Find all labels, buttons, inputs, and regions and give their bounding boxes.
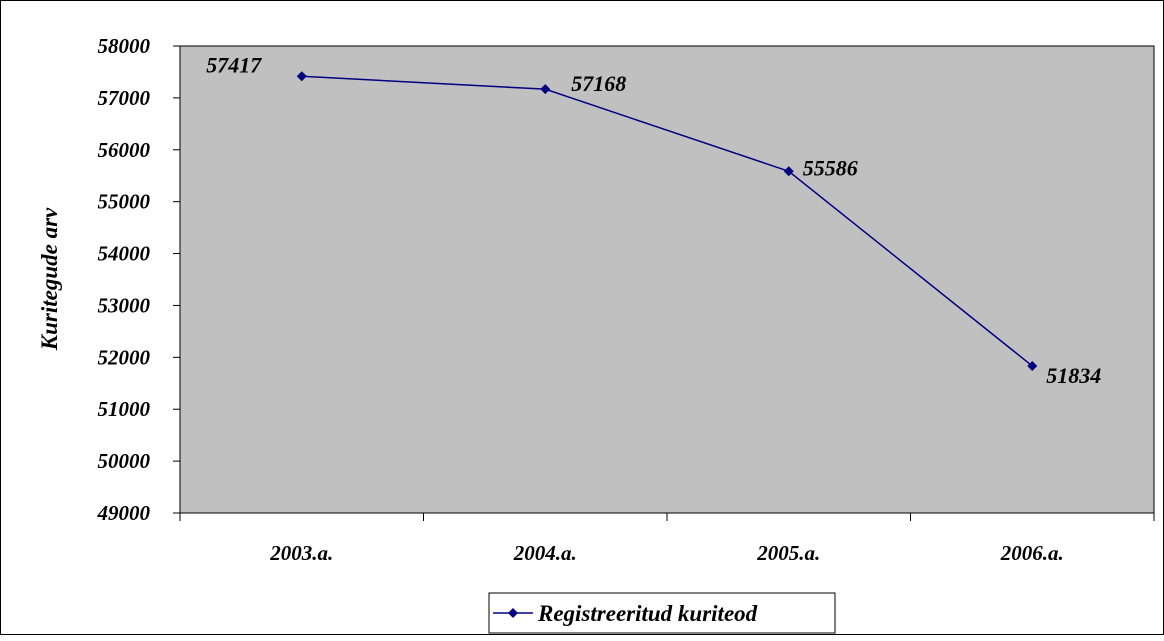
plot-area (179, 45, 1155, 514)
y-tick-label: 58000 (98, 34, 151, 58)
y-tick-label: 50000 (98, 449, 151, 473)
series-line (301, 75, 1033, 367)
x-tick-label: 2004.a. (513, 541, 577, 565)
data-label: 51834 (1046, 363, 1101, 388)
y-tick-label: 56000 (98, 138, 151, 162)
legend-diamond-marker-icon (508, 608, 518, 618)
y-tick-label: 52000 (98, 345, 151, 369)
y-axis-title: Kuritegude arv (37, 207, 62, 351)
data-label: 57417 (206, 52, 262, 77)
x-axis: 2003.a. 2004.a. 2005.a. 2006.a. (179, 512, 1155, 565)
y-tick-label: 57000 (98, 86, 151, 110)
x-tick-label: 2006.a. (1000, 541, 1064, 565)
data-label-layer: 57417 57168 55586 51834 (206, 52, 1101, 388)
legend: Registreeritud kuriteod (488, 592, 836, 634)
y-tick-label: 51000 (98, 397, 151, 421)
x-tick-label: 2005.a. (756, 541, 820, 565)
data-label: 55586 (803, 155, 858, 180)
data-label: 57168 (571, 71, 626, 96)
data-point-marker (540, 84, 551, 95)
data-point-marker (1027, 360, 1038, 371)
data-point-marker (783, 166, 794, 177)
y-tick-label: 55000 (98, 190, 151, 214)
x-tick-label: 2003.a. (269, 541, 333, 565)
y-axis: 49000 50000 51000 52000 53000 54000 55000 56000… (97, 34, 181, 525)
y-tick-label: 54000 (98, 242, 151, 266)
data-point-marker (296, 71, 307, 82)
series-layer (296, 71, 1038, 371)
y-tick-label: 53000 (98, 293, 151, 317)
legend-box (488, 592, 836, 634)
y-tick-label: 49000 (97, 501, 151, 525)
legend-series-name: Registreeritud kuriteod (537, 601, 758, 626)
